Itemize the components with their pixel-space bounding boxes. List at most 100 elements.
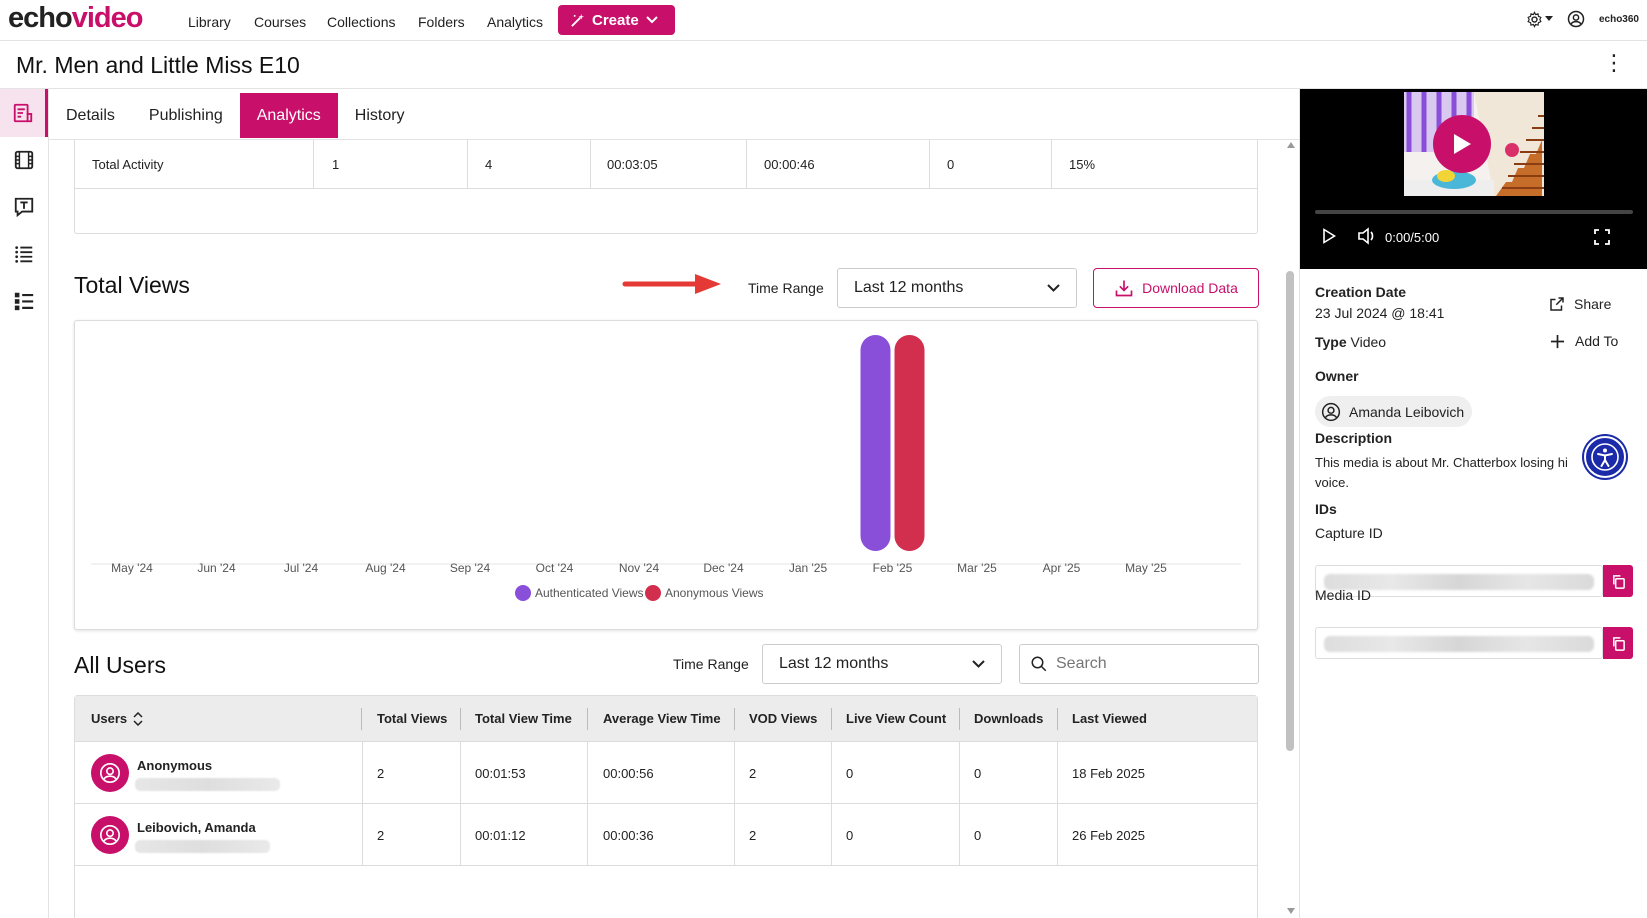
magic-wand-icon [571,13,585,27]
table-cell: 0 [974,766,982,781]
play-icon[interactable] [1322,228,1336,244]
users-time-range-select[interactable]: Last 12 months [762,644,1002,684]
fullscreen-icon[interactable] [1594,229,1610,245]
x-tick-label: Oct '24 [536,561,574,575]
add-to-label: Add To [1575,333,1619,349]
redacted-value [1324,574,1594,590]
nav-folders[interactable]: Folders [418,14,465,30]
table-row[interactable]: Anonymous 2 00:01:53 00:00:56 2 0 0 18 Feb 2025 [75,742,1257,804]
copy-icon [1612,636,1625,651]
settings-menu[interactable] [1526,10,1553,28]
column-header[interactable]: Users [91,711,143,726]
column-header: VOD Views [749,711,817,726]
tab-details[interactable]: Details [66,106,115,124]
column-divider [587,708,588,730]
users-table-header [75,696,1257,742]
scroll-up-icon[interactable] [1287,142,1295,148]
x-tick-label: Sep '24 [450,561,491,575]
tab-divider [49,139,1299,140]
cell-divider [734,804,735,866]
legend-item[interactable]: Anonymous Views [645,585,764,601]
cell-divider [460,742,461,804]
all-users-heading: All Users [74,652,167,678]
nav-collections[interactable]: Collections [327,14,396,30]
description-label: Description [1315,430,1393,446]
rail-media[interactable] [0,136,48,184]
legend-label: Anonymous Views [665,586,764,600]
owner-chip[interactable]: Amanda Leibovich [1315,396,1473,427]
main-scrollbar[interactable] [1283,140,1299,918]
play-overlay-button[interactable] [1433,115,1491,173]
rail-chapters[interactable] [0,277,48,325]
download-icon [1115,280,1133,297]
nav-courses[interactable]: Courses [254,14,307,30]
share-button[interactable]: Share [1548,295,1611,313]
chevron-down-icon [972,660,985,668]
capture-id-label: Capture ID [1315,525,1383,541]
caption-icon [14,197,34,218]
download-data-label: Download Data [1142,280,1238,296]
logo-echo-text: echo [8,2,73,34]
cell-divider [460,804,461,866]
nav-analytics[interactable]: Analytics [487,14,544,30]
sort-icon[interactable] [133,711,143,726]
column-header-label: VOD Views [749,711,818,726]
rail-details[interactable] [0,89,48,137]
activity-value: 00:03:05 [607,157,658,172]
table-cell: 0 [846,828,854,843]
column-header-label: Users [91,711,128,726]
tab-history[interactable]: History [354,106,405,124]
video-progress-bar[interactable] [1315,210,1633,214]
bar-authenticated-views[interactable] [860,335,891,551]
table-cell: 00:01:53 [475,766,526,781]
create-button[interactable]: Create [558,5,675,35]
nav-library[interactable]: Library [188,14,231,30]
user-icon [100,825,120,845]
rail-outline[interactable] [0,230,48,278]
volume-icon[interactable] [1357,227,1377,245]
users-search-box[interactable] [1019,644,1259,684]
scrollbar-thumb[interactable] [1286,271,1294,751]
rail-captions[interactable] [0,183,48,231]
video-time: 0:00/5:00 [1385,230,1440,245]
users-time-range-value: Last 12 months [779,655,889,672]
x-tick-label: Dec '24 [703,561,744,575]
activity-value: 4 [485,157,493,172]
legend-label: Authenticated Views [535,586,644,600]
users-time-range-label: Time Range [673,656,749,672]
ids-label: IDs [1315,501,1337,517]
scroll-down-icon[interactable] [1287,908,1295,914]
legend-item[interactable]: Authenticated Views [515,585,644,601]
copy-capture-id-button[interactable] [1603,565,1633,597]
download-data-button[interactable]: Download Data [1093,268,1259,308]
play-icon [1454,134,1471,154]
copy-media-id-button[interactable] [1603,627,1633,659]
time-range-label: Time Range [748,280,824,296]
gear-icon [1527,10,1542,28]
column-header-label: Total View Time [475,711,572,726]
film-icon [14,150,34,170]
bar-anonymous-views[interactable] [894,335,925,551]
legend-swatch [645,585,661,601]
video-player[interactable]: 0:00/5:00 [1300,89,1647,269]
media-id-field[interactable] [1315,627,1603,659]
cell-divider [1057,804,1058,866]
accessibility-button[interactable] [1584,436,1626,478]
tab-analytics[interactable]: Analytics [239,93,338,138]
echovideo-logo[interactable]: echovideo [8,2,143,35]
capture-id-field[interactable] [1315,565,1603,597]
x-tick-label: Mar '25 [957,561,997,575]
avatar [91,754,129,792]
user-account-icon[interactable] [1567,10,1585,28]
user-icon [100,763,120,783]
more-options-icon[interactable]: ⋮ [1603,50,1625,75]
page-title: Mr. Men and Little Miss E10 [16,52,300,78]
search-input[interactable] [1056,655,1246,673]
tab-publishing[interactable]: Publishing [148,106,223,124]
table-row[interactable]: Leibovich, Amanda 2 00:01:12 00:00:36 2 0 0 26 … [75,804,1257,866]
x-tick-label: Aug '24 [365,561,406,575]
time-range-select[interactable]: Last 12 months [837,268,1077,308]
add-to-button[interactable]: Add To [1550,333,1618,349]
table-cell: 26 Feb 2025 [1072,828,1146,843]
cell-divider [1057,742,1058,804]
